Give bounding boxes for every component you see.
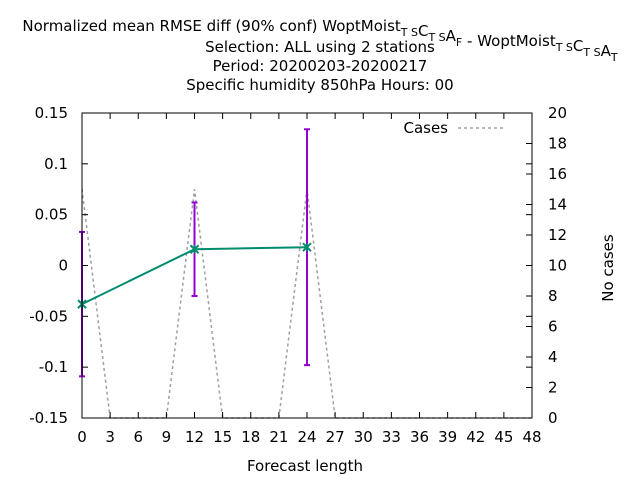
y-tick-label: 0	[58, 257, 68, 275]
title-fragment: Normalized mean RMSE diff (90% conf) Wop…	[22, 17, 400, 35]
data-point	[302, 242, 312, 252]
title-line: Normalized mean RMSE diff (90% conf) Wop…	[22, 17, 617, 64]
y2-tick-label: 20	[548, 104, 567, 122]
title-fragment: - WoptMoist	[462, 32, 556, 50]
x-axis-label: Forecast length	[247, 457, 363, 475]
y2-tick-label: 0	[548, 409, 558, 427]
title-fragment: T S	[555, 41, 573, 54]
title-line: Specific humidity 850hPa Hours: 00	[186, 76, 453, 94]
x-tick-label: 48	[522, 428, 541, 446]
rmse-diff-line	[81, 246, 308, 306]
x-tick-label: 27	[326, 428, 345, 446]
y2-tick-label: 16	[548, 165, 567, 183]
cases-series	[81, 189, 532, 419]
legend-label: Cases	[403, 119, 448, 137]
x-tick-label: 15	[213, 428, 232, 446]
x-tick-label: 45	[494, 428, 513, 446]
title-fragment: F	[456, 36, 462, 49]
y2-tick-label: 12	[548, 226, 567, 244]
title-fragment: C	[573, 37, 583, 55]
x-tick-label: 3	[105, 428, 115, 446]
y-tick-label: 0.1	[44, 155, 68, 173]
chart-title: Normalized mean RMSE diff (90% conf) Wop…	[22, 17, 617, 94]
x-tick-label: 0	[77, 428, 87, 446]
title-fragment: A	[601, 42, 612, 60]
title-fragment: C	[418, 22, 428, 40]
cases-line	[81, 189, 532, 419]
y-tick-label: 0.05	[35, 206, 68, 224]
x-tick-label: 24	[297, 428, 316, 446]
rmse-diff-series	[77, 128, 312, 378]
x-tick-label: 6	[133, 428, 143, 446]
title-fragment: A	[446, 27, 457, 45]
x-tick-label: 33	[382, 428, 401, 446]
y2-tick-label: 14	[548, 196, 567, 214]
x-tick-label: 30	[354, 428, 373, 446]
axes: -0.15-0.1-0.0500.050.10.1502468101214161…	[29, 104, 567, 446]
y-tick-label: 0.15	[35, 104, 68, 122]
title-fragment: T S	[400, 26, 418, 39]
y2-tick-label: 18	[548, 135, 567, 153]
x-tick-label: 9	[162, 428, 172, 446]
title-line: Selection: ALL using 2 stations	[205, 38, 435, 56]
y-tick-label: -0.15	[29, 409, 68, 427]
y2-tick-label: 2	[548, 379, 558, 397]
y2-tick-label: 4	[548, 348, 558, 366]
title-fragment: T	[610, 51, 618, 64]
y2-tick-label: 6	[548, 318, 558, 336]
x-tick-label: 12	[185, 428, 204, 446]
x-tick-label: 42	[466, 428, 485, 446]
y2-tick-label: 10	[548, 257, 567, 275]
y-tick-label: -0.1	[39, 358, 68, 376]
y-tick-label: -0.05	[29, 307, 68, 325]
title-fragment: T S	[582, 46, 600, 59]
y2-tick-label: 8	[548, 287, 558, 305]
x-tick-label: 36	[410, 428, 429, 446]
title-fragment: T S	[427, 31, 445, 44]
y2-axis-label: No cases	[599, 234, 617, 302]
legend: Cases	[403, 119, 506, 137]
title-line: Period: 20200203-20200217	[213, 57, 428, 75]
data-point	[189, 244, 200, 254]
x-tick-label: 21	[269, 428, 288, 446]
x-tick-label: 18	[241, 428, 260, 446]
x-tick-label: 39	[438, 428, 457, 446]
